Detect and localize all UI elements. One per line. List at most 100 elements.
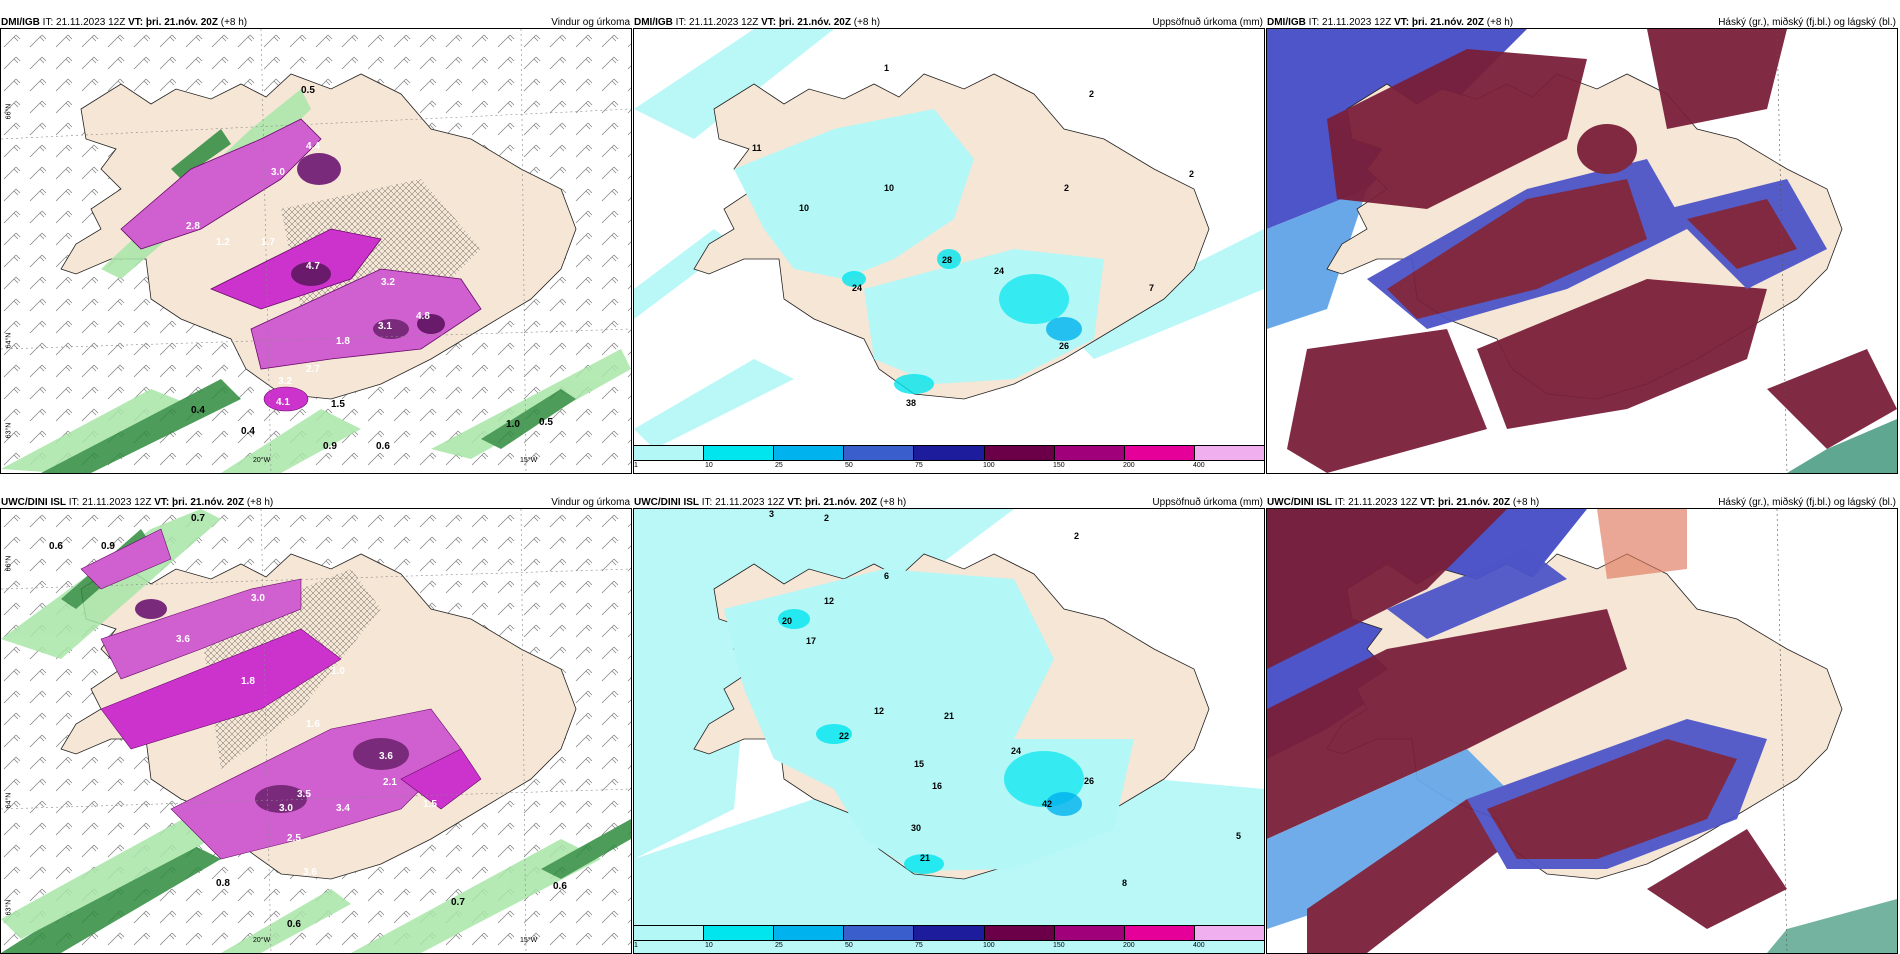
colorbar-tick: 25 [775,462,783,469]
precip-value: 4.1 [276,397,290,408]
map-clouds[interactable] [1266,28,1898,474]
precip-value: 0.9 [101,541,115,552]
accum-value: 24 [994,266,1004,276]
precip-value: 4.7 [306,261,320,272]
accum-value: 38 [906,398,916,408]
model-name: DMI/IGB [1267,17,1306,28]
accum-value: 8 [1122,878,1127,888]
accum-value: 12 [874,706,884,716]
colorbar-labels: 1 10 25 50 75 100 150 200 400 [633,462,1265,470]
product-title: Vindur og úrkoma [551,497,630,508]
accum-value: 24 [1011,746,1021,756]
precip-value: 3.6 [303,867,317,878]
precip-value: 0.5 [539,417,553,428]
precip-value: 0.8 [216,878,230,889]
colorbar-segment [1054,446,1125,460]
panel-header: DMI/IGB IT: 21.11.2023 12Z VT: þri. 21.n… [0,12,632,28]
map-clouds[interactable] [1266,508,1898,954]
accum-value: 2 [824,513,829,523]
lead-time: (+8 h) [246,497,274,508]
precip-value: 2.8 [186,221,200,232]
lat-label: 66°N [5,555,13,572]
colorbar-labels: 1 10 25 50 75 100 150 200 400 [633,942,1265,950]
precip-value: 2.1 [383,777,397,788]
colorbar-tick: 200 [1123,462,1135,469]
precip-value: 1.0 [331,666,345,677]
lat-label: 63°N [5,899,13,916]
init-time: IT: 21.11.2023 12Z [701,497,785,508]
product-title: Uppsöfnuð úrkoma (mm) [1152,17,1263,28]
accum-value: 28 [942,255,952,265]
valid-label: VT: [1394,17,1410,28]
colorbar-segment [634,446,705,460]
lead-time: (+8 h) [853,17,881,28]
product-title: Háský (gr.), miðský (fj.bl.) og lágský (… [1718,497,1896,508]
precip-value: 3.5 [297,789,311,800]
panel-accum-precip-uwc: UWC/DINI ISL IT: 21.11.2023 12Z VT: þri.… [633,492,1265,954]
panel-header: UWC/DINI ISL IT: 21.11.2023 12Z VT: þri.… [0,492,632,508]
accum-value: 21 [920,853,930,863]
colorbar-segment [984,446,1055,460]
colorbar-tick: 75 [915,942,923,949]
init-time: IT: 21.11.2023 12Z [1308,17,1392,28]
panel-wind-precip-dmi: DMI/IGB IT: 21.11.2023 12Z VT: þri. 21.n… [0,12,632,474]
valid-time: þri. 21.nóv. 20Z [805,497,878,508]
accum-value: 10 [799,203,809,213]
lat-label: 66°N [5,103,13,120]
valid-label: VT: [1420,497,1436,508]
precip-value: 3.2 [278,376,292,387]
precip-value: 2.5 [287,833,301,844]
colorbar-tick: 10 [705,942,713,949]
cloud-cover [1267,509,1897,953]
precip-magenta-cells [120,118,482,412]
colorbar [633,445,1265,461]
precip-value: 4.8 [416,311,430,322]
precip-value: 0.6 [553,881,567,892]
accum-value: 21 [944,711,954,721]
map-accum-precip[interactable]: 3 2 2 20 17 12 6 21 12 22 15 16 30 21 24… [633,508,1265,954]
accum-value: 2 [1064,183,1069,193]
valid-label: VT: [761,17,777,28]
panel-wind-precip-uwc: UWC/DINI ISL IT: 21.11.2023 12Z VT: þri.… [0,492,632,954]
accum-value: 5 [1236,831,1241,841]
product-title: Uppsöfnuð úrkoma (mm) [1152,497,1263,508]
colorbar-segment [914,446,985,460]
precip-value: 3.1 [378,321,392,332]
model-name: DMI/IGB [634,17,673,28]
lon-label: 20°W [253,937,271,944]
accum-value: 42 [1042,799,1052,809]
colorbar-tick: 200 [1123,942,1135,949]
colorbar-segment [914,926,985,940]
colorbar-tick: 50 [845,462,853,469]
model-name: UWC/DINI ISL [1267,497,1332,508]
map-svg: 0.7 0.6 0.9 3.0 3.6 1.8 1.0 1.6 3.6 2.1 … [1,509,631,953]
map-wind-precip[interactable]: 0.7 0.6 0.9 3.0 3.6 1.8 1.0 1.6 3.6 2.1 … [0,508,632,954]
valid-time: þri. 21.nóv. 20Z [1411,17,1484,28]
panel-header: DMI/IGB IT: 21.11.2023 12Z VT: þri. 21.n… [633,12,1265,28]
map-wind-precip[interactable]: 0.5 4.4 3.0 2.8 1.2 1.7 4.7 3.2 4.8 3.1 … [0,28,632,474]
panel-accum-precip-dmi: DMI/IGB IT: 21.11.2023 12Z VT: þri. 21.n… [633,12,1265,474]
product-title: Háský (gr.), miðský (fj.bl.) og lágský (… [1718,17,1896,28]
panel-header: UWC/DINI ISL IT: 21.11.2023 12Z VT: þri.… [633,492,1265,508]
map-accum-precip[interactable]: 1 2 11 10 10 2 2 28 24 24 7 26 38 [633,28,1265,474]
accum-value: 7 [1149,283,1154,293]
colorbar-segment [844,926,915,940]
colorbar [633,925,1265,941]
colorbar-segment [774,446,845,460]
colorbar-segment [704,926,775,940]
accum-value: 10 [884,183,894,193]
map-svg [1267,29,1897,473]
precip-value: 1.6 [306,719,320,730]
valid-time: þri. 21.nóv. 20Z [172,497,245,508]
lead-time: (+8 h) [1486,17,1514,28]
valid-time: þri. 21.nóv. 20Z [778,17,851,28]
panel-clouds-dmi: DMI/IGB IT: 21.11.2023 12Z VT: þri. 21.n… [1266,12,1898,474]
lon-label: 15°W [520,937,538,944]
colorbar-segment [1194,446,1264,460]
map-svg: 3 2 2 20 17 12 6 21 12 22 15 16 30 21 24… [634,509,1264,953]
precip-value: 0.6 [376,441,390,452]
precip-value: 0.9 [323,441,337,452]
valid-label: VT: [787,497,803,508]
lat-label: 64°N [5,792,13,809]
model-name: UWC/DINI ISL [634,497,699,508]
